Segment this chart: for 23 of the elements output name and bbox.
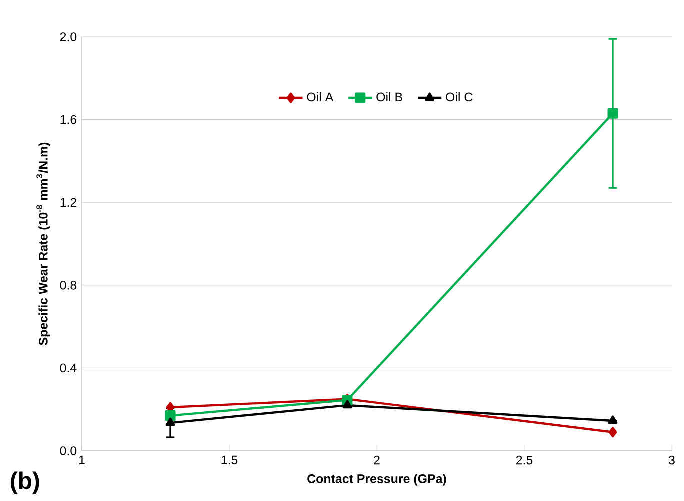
point	[165, 410, 176, 422]
legend-label: Oil A	[307, 92, 334, 102]
y-tick-label: 2.0	[60, 32, 77, 42]
x-tick-label: 2.5	[516, 456, 533, 465]
x-tick-label: 3	[669, 456, 675, 465]
x-tick-label: 2	[374, 456, 380, 465]
legend-label: Oil B	[376, 92, 402, 102]
point	[608, 108, 618, 119]
y-tick-label: 1.6	[60, 115, 77, 124]
point	[166, 418, 176, 426]
y-tick-label: 0.4	[60, 364, 77, 373]
y-axis-title: Specific Wear Rate (10$^{-8}$ mm$^{3}$/N.m)	[36, 142, 50, 346]
x-axis-title: Contact Pressure (GPa)	[308, 474, 446, 486]
x-tick-label: 1	[79, 456, 85, 464]
y-tick-label: 0.8	[60, 280, 77, 290]
y-tick-label: 1.2	[60, 198, 76, 207]
legend-label: Oil C	[446, 92, 473, 102]
point	[342, 400, 352, 409]
point	[608, 416, 618, 424]
text: (b)	[11, 472, 40, 494]
x-tick-label: 1.5	[222, 456, 238, 465]
y-tick-label: 0.0	[60, 446, 77, 456]
point	[608, 427, 618, 438]
